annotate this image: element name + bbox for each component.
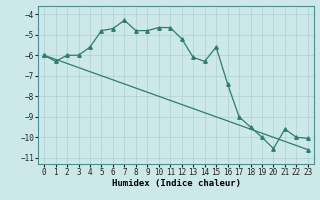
X-axis label: Humidex (Indice chaleur): Humidex (Indice chaleur) [111, 179, 241, 188]
